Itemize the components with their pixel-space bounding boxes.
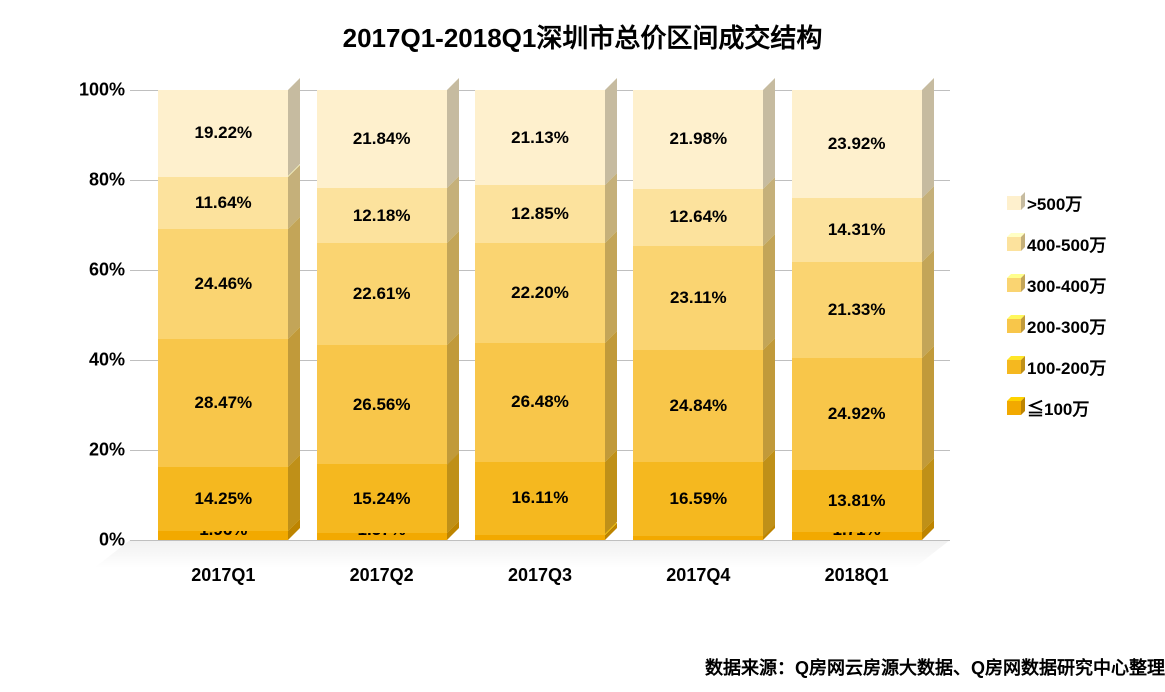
- legend-label: 400-500万: [1027, 231, 1106, 256]
- data-label: 22.61%: [317, 243, 447, 345]
- x-axis-category-label: 2017Q3: [470, 565, 610, 586]
- y-axis-tick-label: 20%: [70, 440, 125, 461]
- bar-segment: 12.85%: [475, 185, 605, 243]
- bar-segment: 12.18%: [317, 188, 447, 243]
- bar-segment: 13.81%: [792, 470, 922, 532]
- data-source: 数据来源：Q房网云房源大数据、Q房网数据研究中心整理: [705, 654, 1165, 680]
- legend-swatch: [1007, 237, 1021, 251]
- data-label: 23.92%: [792, 90, 922, 198]
- y-axis-tick-label: 100%: [70, 80, 125, 101]
- data-label: 23.11%: [633, 246, 763, 350]
- chart-title: 2017Q1-2018Q1深圳市总价区间成交结构: [0, 0, 1165, 55]
- data-label: 21.98%: [633, 90, 763, 189]
- data-label: 13.81%: [792, 470, 922, 532]
- legend-item: 100-200万: [1007, 354, 1157, 379]
- legend-item: >500万: [1007, 190, 1157, 215]
- bar-segment: 14.31%: [792, 198, 922, 262]
- x-axis-category-label: 2017Q4: [628, 565, 768, 586]
- data-label: 24.84%: [633, 350, 763, 462]
- data-label: 12.85%: [475, 185, 605, 243]
- legend-label: ≦100万: [1027, 395, 1089, 420]
- chart-floor: [94, 540, 950, 568]
- data-label: 14.31%: [792, 198, 922, 262]
- bar-segment: 1.22%: [475, 535, 605, 540]
- bar-segment: 1.57%: [317, 533, 447, 540]
- data-label: 26.56%: [317, 345, 447, 465]
- bar-segment: 21.13%: [475, 90, 605, 185]
- legend-item: ≦100万: [1007, 395, 1157, 420]
- data-label: 19.22%: [158, 90, 288, 176]
- bar-segment: 11.64%: [158, 177, 288, 229]
- bar-segment: 24.92%: [792, 358, 922, 470]
- data-label: 12.18%: [317, 188, 447, 243]
- legend-label: 200-300万: [1027, 313, 1106, 338]
- bar-segment: 22.20%: [475, 243, 605, 343]
- x-axis-category-label: 2017Q2: [312, 565, 452, 586]
- bar-column: 1.96%14.25%28.47%24.46%11.64%19.22%: [158, 90, 288, 540]
- legend-swatch: [1007, 319, 1021, 333]
- bar-segment: 21.33%: [792, 262, 922, 358]
- data-label: 14.25%: [158, 467, 288, 531]
- bar-segment: 1.96%: [158, 531, 288, 540]
- data-label: 21.33%: [792, 262, 922, 358]
- chart-area: 1.96%14.25%28.47%24.46%11.64%19.22%1.57%…: [70, 80, 970, 590]
- bar-column: 1.22%16.11%26.48%22.20%12.85%21.13%: [475, 90, 605, 540]
- bar-segment: 19.22%: [158, 90, 288, 176]
- bar-segment: 12.64%: [633, 189, 763, 246]
- bar-column: 1.71%13.81%24.92%21.33%14.31%23.92%: [792, 90, 922, 540]
- bar-segment: 16.59%: [633, 462, 763, 537]
- bar-segment: 16.11%: [475, 462, 605, 534]
- x-axis-category-label: 2017Q1: [153, 565, 293, 586]
- data-label: 21.84%: [317, 90, 447, 188]
- bar-segment: 21.84%: [317, 90, 447, 188]
- data-label: 24.92%: [792, 358, 922, 470]
- bar-segment: 14.25%: [158, 467, 288, 531]
- bar-segment: 26.48%: [475, 343, 605, 462]
- bar-segment: 0.84%: [633, 536, 763, 540]
- bar-segment: 21.98%: [633, 90, 763, 189]
- data-label: 28.47%: [158, 339, 288, 467]
- y-axis-tick-label: 40%: [70, 350, 125, 371]
- legend-label: >500万: [1027, 190, 1082, 215]
- bar-segment: 28.47%: [158, 339, 288, 467]
- bar-column: 0.84%16.59%24.84%23.11%12.64%21.98%: [633, 90, 763, 540]
- plot-area: 1.96%14.25%28.47%24.46%11.64%19.22%1.57%…: [130, 90, 950, 540]
- data-label: 16.11%: [475, 462, 605, 534]
- data-label: 15.24%: [317, 464, 447, 533]
- x-axis-category-label: 2018Q1: [787, 565, 927, 586]
- legend-swatch: [1007, 196, 1021, 210]
- bar-segment: 24.84%: [633, 350, 763, 462]
- legend: >500万 400-500万 300-400万 200-300万 100-200万 ≦10…: [1007, 190, 1157, 436]
- gridline: [130, 540, 950, 541]
- legend-item: 300-400万: [1007, 272, 1157, 297]
- legend-label: 100-200万: [1027, 354, 1106, 379]
- legend-item: 200-300万: [1007, 313, 1157, 338]
- data-label: 12.64%: [633, 189, 763, 246]
- bar-segment: 26.56%: [317, 345, 447, 465]
- legend-swatch: [1007, 278, 1021, 292]
- bar-segment: 24.46%: [158, 229, 288, 339]
- bar-segment: 23.11%: [633, 246, 763, 350]
- data-label: 11.64%: [158, 177, 288, 229]
- bar-segment: 23.92%: [792, 90, 922, 198]
- legend-item: 400-500万: [1007, 231, 1157, 256]
- legend-swatch: [1007, 360, 1021, 374]
- bar-segment: 22.61%: [317, 243, 447, 345]
- data-label: 21.13%: [475, 90, 605, 185]
- y-axis-tick-label: 60%: [70, 260, 125, 281]
- data-label: 16.59%: [633, 462, 763, 537]
- bar-segment: 1.71%: [792, 532, 922, 540]
- bar-segment: 15.24%: [317, 464, 447, 533]
- legend-swatch: [1007, 401, 1021, 415]
- y-axis-tick-label: 0%: [70, 530, 125, 551]
- data-label: 22.20%: [475, 243, 605, 343]
- legend-label: 300-400万: [1027, 272, 1106, 297]
- bar-column: 1.57%15.24%26.56%22.61%12.18%21.84%: [317, 90, 447, 540]
- data-label: 24.46%: [158, 229, 288, 339]
- data-label: 26.48%: [475, 343, 605, 462]
- y-axis-tick-label: 80%: [70, 170, 125, 191]
